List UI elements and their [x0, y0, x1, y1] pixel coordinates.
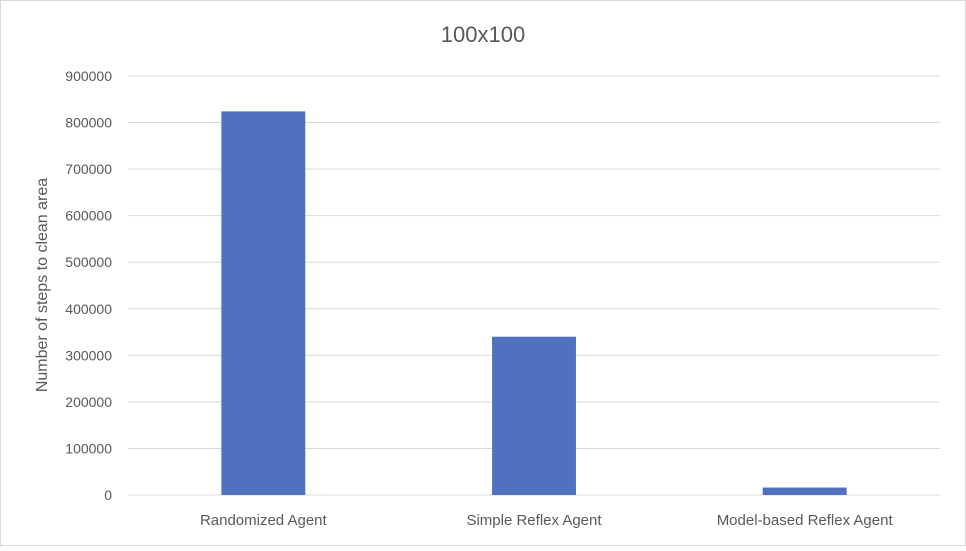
x-tick-label: Model-based Reflex Agent [717, 512, 894, 529]
y-tick-label: 300000 [65, 347, 112, 363]
y-tick-label: 600000 [65, 208, 112, 224]
y-tick-label: 400000 [65, 301, 112, 317]
bar [221, 111, 306, 495]
x-tick-label: Randomized Agent [200, 512, 328, 529]
y-tick-label: 500000 [65, 254, 112, 270]
chart-title: 100x100 [441, 22, 525, 47]
y-tick-label: 200000 [65, 394, 112, 410]
bar [762, 487, 847, 495]
bar [492, 336, 576, 495]
bars [221, 111, 847, 495]
y-axis-ticks: 0 100000 200000 300000 400000 500000 600000 700… [65, 68, 112, 503]
y-tick-label: 0 [104, 487, 112, 503]
y-tick-label: 800000 [65, 115, 112, 131]
y-axis-label: Number of steps to clean area [34, 178, 51, 392]
x-axis-ticks: Randomized Agent Simple Reflex Agent Model… [200, 512, 894, 529]
x-tick-label: Simple Reflex Agent [466, 512, 602, 529]
y-tick-label: 700000 [65, 161, 112, 177]
y-tick-label: 900000 [65, 68, 112, 84]
y-tick-label: 100000 [65, 440, 112, 456]
